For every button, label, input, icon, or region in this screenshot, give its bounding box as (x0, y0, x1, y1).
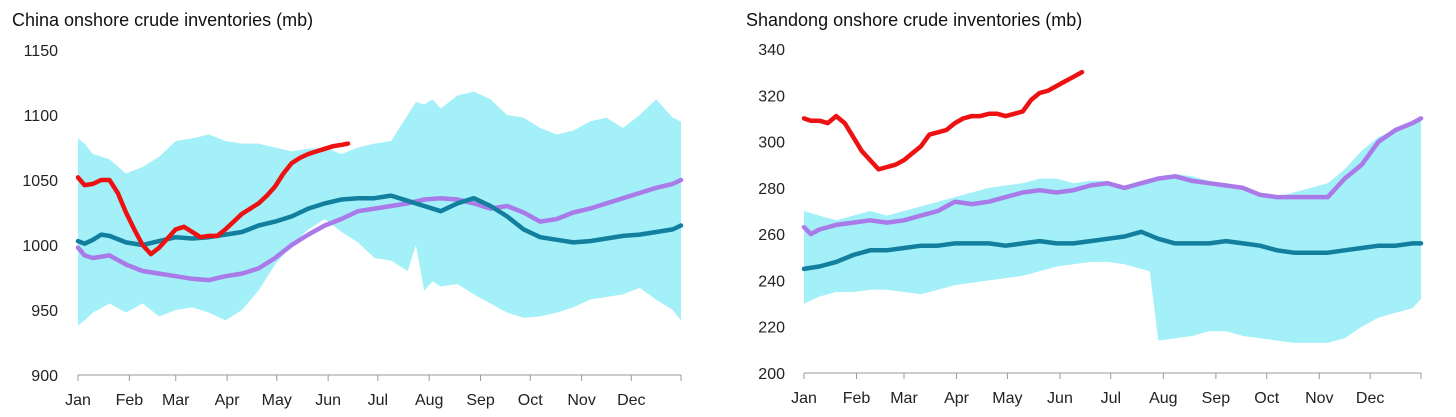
x-tick-label: Apr (944, 390, 970, 407)
x-tick-label: Oct (518, 392, 543, 409)
y-tick-label: 1000 (22, 238, 58, 255)
x-tick-label: Sep (466, 392, 495, 409)
chart-title: Shandong onshore crude inventories (mb) (746, 10, 1083, 30)
x-tick-label: Jul (368, 392, 388, 409)
x-tick-label: Oct (1254, 390, 1279, 407)
y-tick-label: 1100 (24, 108, 59, 125)
y-tick-label: 320 (758, 88, 785, 105)
x-tick-label: Mar (890, 390, 918, 407)
x-tick-label: Jan (791, 390, 817, 407)
x-tick-label: Feb (116, 392, 144, 409)
x-tick-label: Jun (1047, 390, 1073, 407)
shandong-chart-svg: Jan Feb Mar Apr May Jun Jul Aug Sep Oct Nov Dec 200 2… (758, 42, 1424, 407)
china-chart-svg: Jan Feb Mar Apr May Jun Jul Aug Sep Oct Nov Dec 900 9… (22, 43, 684, 409)
series-red-line (801, 69, 1085, 172)
y-tick-label: 340 (758, 42, 785, 59)
x-tick-label: Jan (65, 392, 91, 409)
x-tick-label: Jun (315, 392, 341, 409)
y-tick-label: 260 (758, 227, 785, 244)
series-purple-line (801, 116, 1424, 237)
y-tick-label: 1150 (24, 43, 59, 60)
x-tick-label: Apr (215, 392, 241, 409)
series-average-line (75, 193, 684, 248)
x-tick-label: Jul (1101, 390, 1121, 407)
y-tick-label: 240 (758, 273, 785, 290)
range-band-area (804, 118, 1421, 343)
y-tick-label: 220 (758, 320, 785, 337)
x-tick-label: Dec (1356, 390, 1384, 407)
y-tick-label: 900 (31, 368, 58, 385)
series-average-line (801, 229, 1424, 272)
chart-title: China onshore crude inventories (mb) (12, 10, 314, 30)
x-tick-label: Feb (843, 390, 871, 407)
x-tick-label: May (262, 392, 292, 409)
y-tick-label: 280 (758, 181, 785, 198)
x-tick-label: Aug (415, 392, 443, 409)
x-tick-label: Nov (1305, 390, 1333, 407)
y-tick-label: 950 (31, 303, 58, 320)
x-tick-label: Nov (567, 392, 595, 409)
y-tick-label: 300 (758, 135, 785, 152)
x-tick-label: Sep (1202, 390, 1231, 407)
y-tick-label: 1050 (22, 173, 58, 190)
y-tick-label: 200 (758, 366, 785, 383)
x-tick-label: Dec (617, 392, 645, 409)
x-tick-label: Mar (162, 392, 190, 409)
x-tick-label: Aug (1149, 390, 1177, 407)
china-chart-panel: China onshore crude inventories (mb) Jan… (12, 10, 684, 409)
series-purple-line (75, 177, 684, 283)
series-red-line (75, 141, 351, 257)
x-tick-label: May (992, 390, 1022, 407)
shandong-chart-panel: Shandong onshore crude inventories (mb) … (728, 0, 1456, 417)
